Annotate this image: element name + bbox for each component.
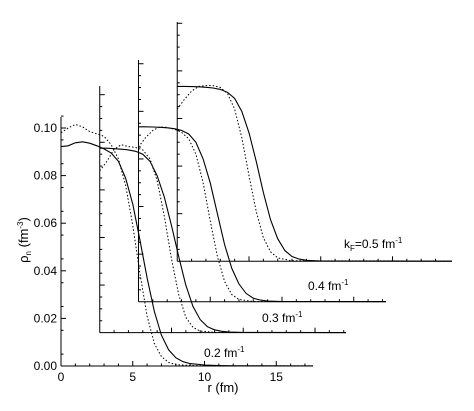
x-tick-label: 15 [270, 370, 284, 384]
series-label-part: =0.5 fm [355, 237, 395, 251]
series-label-part: 0.4 fm [308, 279, 341, 293]
x-tick-label: 0 [58, 370, 65, 384]
y-tick-label: 0.02 [34, 311, 58, 325]
series-label: 0.4 fm-1 [308, 278, 349, 293]
y-axis-sup: -3 [16, 221, 25, 229]
series-solid-line [99, 147, 347, 334]
series-solid-line [177, 85, 453, 262]
y-tick-label: 0.10 [34, 121, 58, 135]
series-label: 0.3 fm-1 [262, 310, 303, 325]
series-label: 0.2 fm-1 [204, 345, 245, 360]
series-label-part: F [350, 244, 355, 253]
labels-layer: 0.2 fm-10.3 fm-10.4 fm-1kF=0.5 fm-1 [204, 236, 403, 360]
y-axis-sub: n [24, 251, 33, 255]
series-label-part: -1 [237, 345, 245, 354]
curves-layer [60, 85, 453, 367]
y-tick-label: 0.00 [34, 359, 58, 373]
y-axis-open: (fm [16, 229, 31, 251]
series-label-part: k [344, 237, 351, 251]
series-dotted-line [60, 123, 314, 367]
series-label-part: -1 [341, 278, 349, 287]
x-tick-label: 5 [129, 370, 136, 384]
series-dotted-line [99, 144, 347, 334]
series-dotted-line [138, 126, 387, 303]
y-tick-label: 0.08 [34, 169, 58, 183]
y-axis-close: ) [16, 217, 31, 221]
series-solid-line [60, 141, 314, 367]
axes-layer: 0 5 10 15 0.00 0.02 0.04 0.06 0.08 0.10 [34, 22, 452, 384]
series-solid-line [138, 126, 387, 303]
y-axis-rho: ρ [16, 255, 31, 262]
series-label-part: -1 [295, 310, 303, 319]
x-tick-label: 10 [198, 370, 212, 384]
series-label-part: 0.3 fm [262, 311, 295, 325]
y-tick-label: 0.04 [34, 264, 58, 278]
series-label-part: -1 [395, 236, 403, 245]
y-tick-label: 0.06 [34, 216, 58, 230]
series-dotted-line [176, 85, 453, 262]
x-axis-title: r (fm) [207, 380, 238, 395]
series-label: kF=0.5 fm-1 [344, 236, 403, 253]
series-label-part: 0.2 fm [204, 346, 237, 360]
y-axis-title: ρn (fm-3) [16, 217, 33, 263]
